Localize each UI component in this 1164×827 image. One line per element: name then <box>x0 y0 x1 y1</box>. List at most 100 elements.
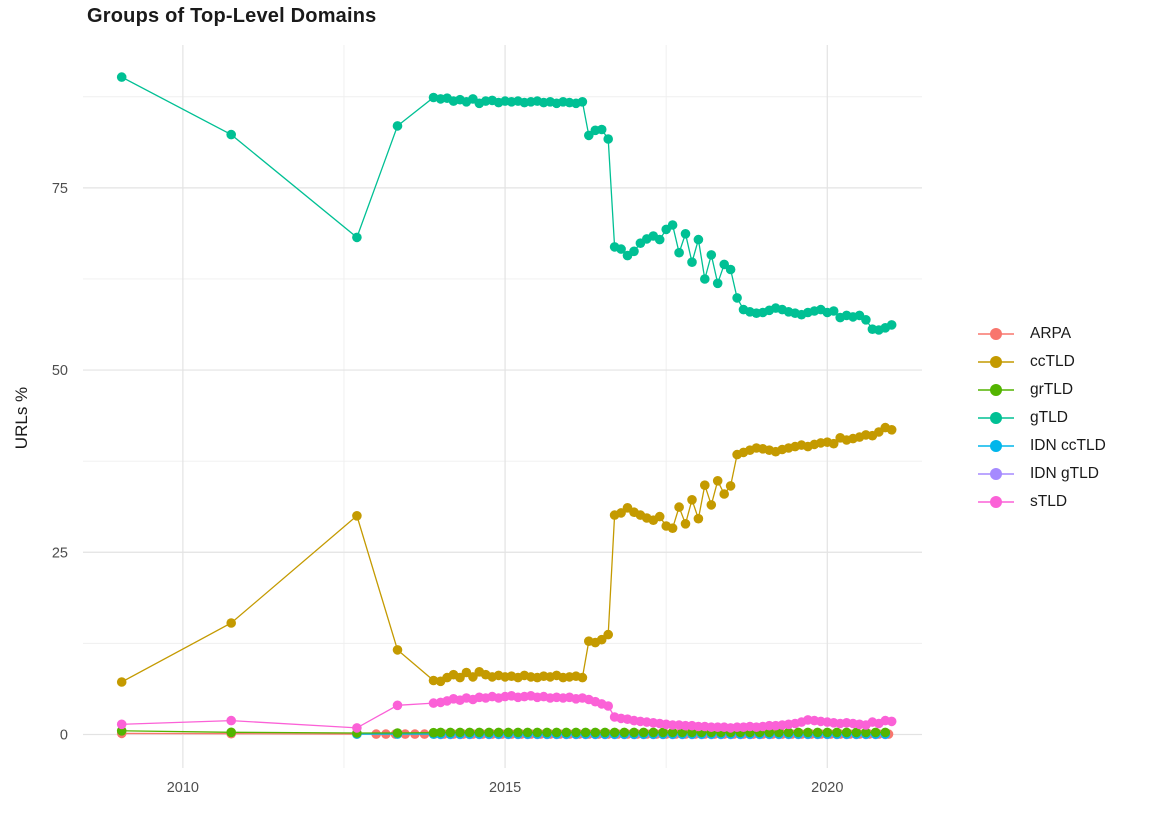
series-point-gtld <box>680 229 691 239</box>
series-point-grtld <box>783 727 794 738</box>
series-point-cctld <box>577 672 588 683</box>
series-point-gtld <box>674 247 684 258</box>
legend-item-grtld: grTLD <box>976 376 1106 404</box>
series-point-grtld <box>629 727 639 738</box>
series-point-grtld <box>392 728 403 738</box>
series-point-cctld <box>428 675 439 686</box>
series-point-gtld <box>861 315 871 325</box>
series-point-grtld <box>532 727 543 738</box>
legend-item-stld: sTLD <box>976 488 1106 516</box>
series-point-grtld <box>513 727 523 738</box>
series-point-grtld <box>484 727 494 738</box>
series-point-gtld <box>712 278 723 289</box>
series-point-cctld <box>667 523 678 533</box>
series-point-cctld <box>392 645 403 655</box>
series-point-grtld <box>851 727 862 738</box>
series-point-stld <box>226 715 236 726</box>
series-point-grtld <box>493 727 504 738</box>
series-point-grtld <box>793 727 804 738</box>
series-point-grtld <box>638 727 649 738</box>
legend-label: ccTLD <box>1030 353 1075 370</box>
y-tick-label: 75 <box>52 181 68 197</box>
series-point-grtld <box>600 727 610 738</box>
series-point-cctld <box>603 629 613 640</box>
series-point-cctld <box>674 502 684 512</box>
series-point-grtld <box>551 727 562 738</box>
series-point-grtld <box>822 727 833 738</box>
legend-label: ARPA <box>1030 325 1072 342</box>
series-point-grtld <box>503 727 514 738</box>
series-point-grtld <box>880 727 891 738</box>
series-point-grtld <box>812 727 823 738</box>
y-tick-label: 25 <box>52 545 68 561</box>
series-point-grtld <box>580 727 591 738</box>
series-point-grtld <box>841 727 852 738</box>
legend-key-icon <box>978 440 1014 452</box>
legend-key-icon <box>978 412 1014 424</box>
legend-key-icon <box>978 384 1014 396</box>
series-point-grtld <box>474 727 485 738</box>
series-point-cctld <box>468 672 478 682</box>
series-point-gtld <box>654 234 665 245</box>
series-point-cctld <box>596 634 607 645</box>
series-point-gtld <box>352 232 362 243</box>
y-tick-label: 50 <box>52 363 68 379</box>
series-point-gtld <box>603 134 613 144</box>
legend-label: sTLD <box>1030 493 1068 510</box>
legend-key-icon <box>978 356 1014 368</box>
series-point-grtld <box>619 727 630 738</box>
series-point-grtld <box>428 727 439 738</box>
series-point-grtld <box>870 727 881 738</box>
series-line-cctld <box>121 426 892 683</box>
series-point-cctld <box>693 513 704 524</box>
series-point-cctld <box>828 438 839 449</box>
y-tick-label: 0 <box>60 727 68 743</box>
series-point-grtld <box>542 727 552 738</box>
x-tick-label: 2015 <box>489 780 521 796</box>
legend-key-icon <box>978 496 1014 508</box>
legend-item-cctld: ccTLD <box>976 348 1106 376</box>
series-point-gtld <box>577 97 588 107</box>
series-point-grtld <box>561 727 572 738</box>
series-point-grtld <box>522 727 533 738</box>
series-point-gtld <box>700 274 710 284</box>
series-point-gtld <box>116 72 127 82</box>
series-point-gtld <box>629 246 639 257</box>
series-point-stld <box>116 719 127 730</box>
series-point-cctld <box>455 672 465 683</box>
x-tick-label: 2010 <box>167 780 199 796</box>
series-point-grtld <box>832 727 842 738</box>
legend-item-idn-cctld: IDN ccTLD <box>976 432 1106 460</box>
legend-label: grTLD <box>1030 381 1074 398</box>
series-point-cctld <box>725 481 736 491</box>
legend-label: IDN gTLD <box>1030 465 1099 482</box>
series-point-gtld <box>616 244 626 254</box>
series-point-gtld <box>596 124 607 135</box>
series-point-gtld <box>719 259 729 270</box>
series-point-cctld <box>712 476 723 486</box>
legend-key-icon <box>978 468 1014 480</box>
series-point-gtld <box>687 257 697 268</box>
series-point-grtld <box>648 727 659 738</box>
series-point-cctld <box>654 511 665 522</box>
series-point-cctld <box>226 618 236 628</box>
series-point-gtld <box>732 293 742 303</box>
series-point-cctld <box>706 500 717 510</box>
series-point-stld <box>886 716 897 727</box>
chart-title: Groups of Top-Level Domains <box>87 5 377 27</box>
series-point-stld <box>392 700 403 711</box>
legend: ARPA ccTLD grTLD gTLD IDN ccTLD IDN gTLD sTLD <box>976 320 1106 516</box>
series-point-grtld <box>464 727 475 738</box>
series-point-cctld <box>616 508 626 518</box>
series-point-grtld <box>571 727 581 738</box>
series-point-gtld <box>886 320 897 330</box>
series-point-gtld <box>725 264 736 275</box>
legend-item-gtld: gTLD <box>976 404 1106 432</box>
legend-item-arpa: ARPA <box>976 320 1106 348</box>
series-point-grtld <box>687 727 697 738</box>
series-point-cctld <box>116 677 127 687</box>
series-point-cctld <box>352 511 362 521</box>
series-point-gtld <box>828 306 839 316</box>
series-point-gtld <box>428 92 439 103</box>
